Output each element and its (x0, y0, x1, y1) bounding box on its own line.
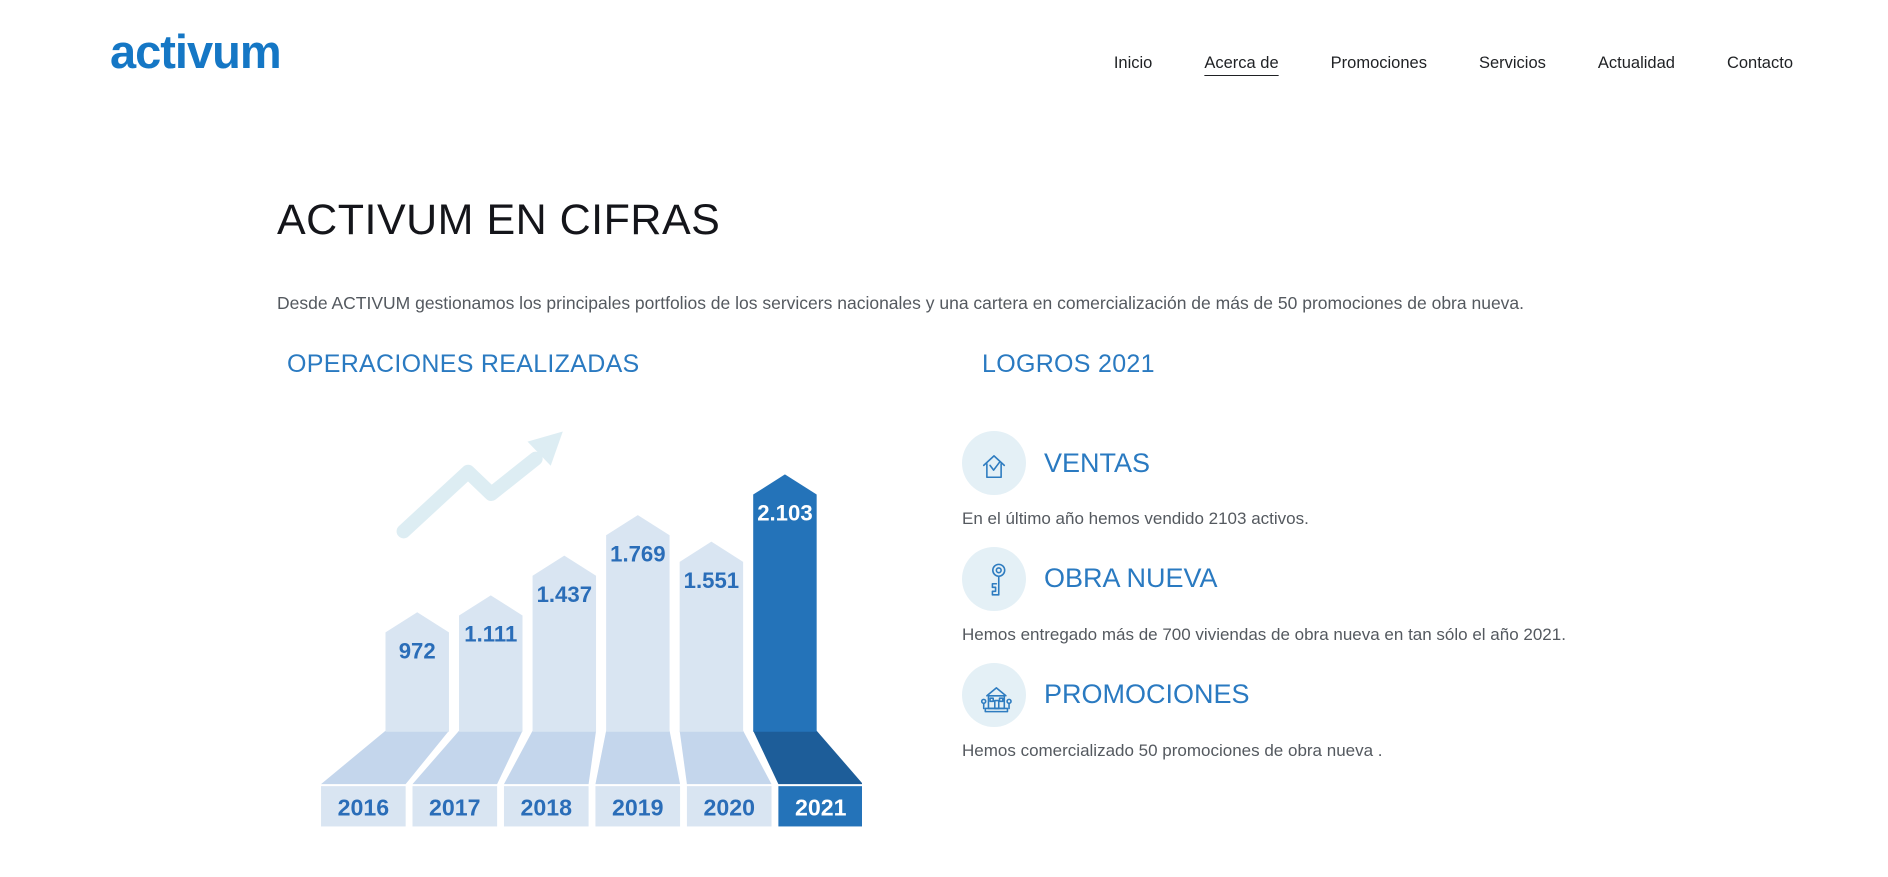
nav-item-inicio[interactable]: Inicio (1113, 54, 1153, 72)
logros-section: LOGROS 2021 VENTAS En el último año hemos… (962, 350, 1622, 762)
site-header: activum Inicio Acerca de Promociones Servic… (0, 0, 1888, 130)
bar-2020: 2020 1.551 (679, 541, 772, 827)
house-check-icon (962, 431, 1026, 495)
bar-2021: 2021 2.103 (753, 474, 862, 827)
nav-item-contacto[interactable]: Contacto (1726, 54, 1793, 72)
nav-item-promociones[interactable]: Promociones (1330, 54, 1427, 72)
year-label: 2017 (429, 794, 481, 820)
logro-title: OBRA NUEVA (1044, 563, 1218, 594)
bar-chart-svg: 2016 972 2017 1.111 2018 1.437 2019 1.769 2020 1.… (321, 431, 862, 827)
year-label: 2021 (795, 794, 847, 820)
logro-title: PROMOCIONES (1044, 679, 1250, 710)
bar-2019: 2019 1.769 (595, 515, 681, 827)
page-title: ACTIVUM EN CIFRAS (277, 196, 721, 244)
year-label: 2016 (338, 794, 390, 820)
logro-item-promociones: PROMOCIONES Hemos comercializado 50 promo… (962, 662, 1622, 763)
bar-2016: 2016 972 (321, 612, 449, 827)
logro-head: OBRA NUEVA (962, 546, 1622, 611)
bar-2018: 2018 1.437 (503, 555, 597, 827)
main-nav: Inicio Acerca de Promociones Servicios Actua… (1114, 54, 1793, 73)
nav-item-acerca-de[interactable]: Acerca de (1204, 54, 1279, 72)
nav-item-servicios[interactable]: Servicios (1478, 54, 1546, 72)
trend-arrow-icon (396, 431, 563, 539)
year-label: 2018 (521, 794, 573, 820)
logo[interactable]: activum (110, 25, 282, 78)
value-label: 1.111 (464, 622, 517, 647)
key-icon (962, 546, 1026, 611)
logros-list: VENTAS En el último año hemos vendido 210… (962, 431, 1622, 762)
logro-description: En el último año hemos vendido 2103 acti… (962, 509, 1309, 528)
year-label: 2019 (612, 794, 664, 820)
nav-item-actualidad[interactable]: Actualidad (1597, 54, 1675, 72)
logro-head: VENTAS (962, 431, 1622, 495)
value-label: 1.551 (684, 568, 739, 593)
logro-description: Hemos comercializado 50 promociones de o… (962, 740, 1383, 760)
bar-2017: 2017 1.111 (412, 595, 523, 827)
value-label: 1.769 (610, 541, 665, 566)
value-label: 2.103 (757, 501, 812, 526)
logro-item-obra-nueva: OBRA NUEVA Hemos entregado más de 700 viv… (962, 546, 1622, 647)
logros-title: LOGROS 2021 (982, 350, 1155, 378)
value-label: 1.437 (537, 582, 592, 607)
logro-description: Hemos entregado más de 700 viviendas de … (962, 624, 1566, 644)
building-trees-icon (962, 662, 1026, 727)
intro-text: Desde ACTIVUM gestionamos los principale… (277, 293, 1525, 313)
logro-item-ventas: VENTAS En el último año hemos vendido 210… (962, 431, 1622, 531)
value-label: 972 (399, 639, 436, 664)
logro-head: PROMOCIONES (962, 662, 1622, 727)
logro-title: VENTAS (1044, 447, 1151, 478)
year-label: 2020 (703, 794, 755, 820)
operaciones-chart: 2016 972 2017 1.111 2018 1.437 2019 1.769 2020 1.… (318, 428, 862, 832)
operaciones-title: OPERACIONES REALIZADAS (287, 350, 640, 378)
